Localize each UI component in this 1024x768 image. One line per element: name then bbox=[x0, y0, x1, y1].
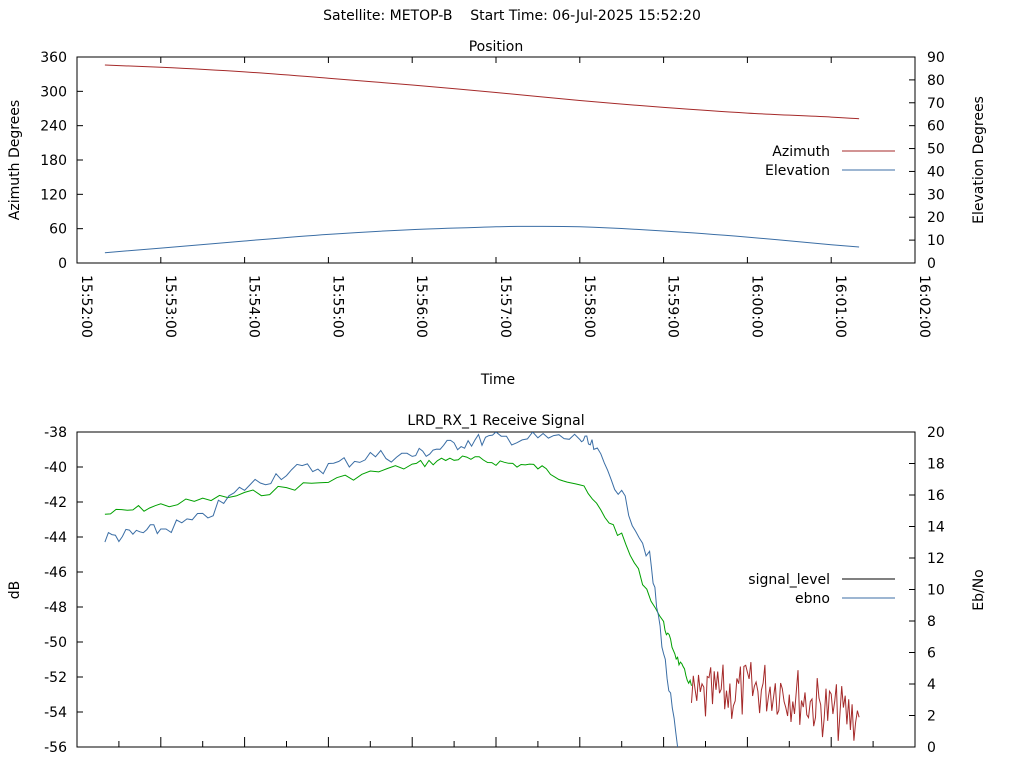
y-tick-label-right: 16 bbox=[927, 488, 945, 504]
y-tick-label-right: 30 bbox=[927, 187, 945, 203]
y-tick-label-left: 60 bbox=[49, 222, 67, 238]
y-tick-label-left: 0 bbox=[58, 256, 67, 272]
y-tick-label-left: 360 bbox=[40, 50, 67, 66]
x-tick-label: 15:52:00 bbox=[78, 275, 94, 338]
y-tick-label-right: 10 bbox=[927, 583, 945, 599]
y-tick-label-left: -52 bbox=[44, 670, 67, 686]
y-tick-label-right: 80 bbox=[927, 73, 945, 89]
x-tick-label: 15:55:00 bbox=[329, 275, 345, 338]
series-line-signal-level bbox=[104, 455, 692, 686]
x-tick-label: 16:01:00 bbox=[832, 275, 848, 338]
series-line-elevation bbox=[104, 225, 860, 254]
series-line-ebno bbox=[104, 432, 679, 747]
series-line-azimuth bbox=[104, 64, 860, 120]
x-tick-label: 15:57:00 bbox=[497, 275, 513, 338]
page-title: Satellite: METOP-B Start Time: 06-Jul-20… bbox=[323, 8, 701, 24]
y-tick-label-left: 180 bbox=[40, 153, 67, 169]
y-tick-label-left: -38 bbox=[44, 425, 67, 441]
y-tick-label-right: 20 bbox=[927, 425, 945, 441]
y-tick-label-right: 50 bbox=[927, 142, 945, 158]
y-tick-label-right: 2 bbox=[927, 709, 936, 725]
x-tick-label: 15:53:00 bbox=[162, 275, 178, 338]
y-tick-label-right: 4 bbox=[927, 677, 936, 693]
y-tick-label-left: -48 bbox=[44, 600, 67, 616]
y-axis-label-right: Elevation Degrees bbox=[971, 96, 987, 224]
series-line-signal-level-noise bbox=[691, 662, 860, 741]
y-tick-label-right: 90 bbox=[927, 50, 945, 66]
legend-label: signal_level bbox=[748, 572, 830, 588]
y-axis-label-left: dB bbox=[7, 581, 23, 600]
y-tick-label-right: 40 bbox=[927, 164, 945, 180]
x-tick-label: 15:54:00 bbox=[246, 275, 262, 338]
y-tick-label-right: 0 bbox=[927, 256, 936, 272]
y-tick-label-right: 8 bbox=[927, 614, 936, 630]
y-tick-label-left: -50 bbox=[44, 635, 67, 651]
y-tick-label-right: 6 bbox=[927, 646, 936, 662]
legend-label: Elevation bbox=[765, 163, 830, 179]
y-tick-label-right: 10 bbox=[927, 233, 945, 249]
y-tick-label-right: 14 bbox=[927, 520, 945, 536]
y-tick-label-left: -56 bbox=[44, 740, 67, 756]
x-tick-label: 15:58:00 bbox=[581, 275, 597, 338]
x-tick-label: 15:59:00 bbox=[665, 275, 681, 338]
y-axis-label-left: Azimuth Degrees bbox=[7, 100, 23, 220]
y-tick-label-right: 18 bbox=[927, 457, 945, 473]
y-tick-label-left: -54 bbox=[44, 705, 67, 721]
y-tick-label-left: -44 bbox=[44, 530, 67, 546]
plot-title: Position bbox=[469, 39, 524, 55]
y-tick-label-left: 120 bbox=[40, 187, 67, 203]
y-tick-label-left: 240 bbox=[40, 119, 67, 135]
y-tick-label-right: 70 bbox=[927, 96, 945, 112]
y-axis-label-right: Eb/No bbox=[971, 569, 987, 611]
y-tick-label-right: 12 bbox=[927, 551, 945, 567]
x-tick-label: 15:56:00 bbox=[413, 275, 429, 338]
y-tick-label-right: 60 bbox=[927, 119, 945, 135]
y-tick-label-left: -46 bbox=[44, 565, 67, 581]
plot-title: LRD_RX_1 Receive Signal bbox=[407, 413, 584, 429]
legend-label: ebno bbox=[795, 591, 830, 607]
plot-frame-1 bbox=[76, 56, 916, 264]
x-axis-label: Time bbox=[480, 372, 515, 388]
legend-label: Azimuth bbox=[772, 144, 830, 160]
x-tick-label: 16:02:00 bbox=[916, 275, 932, 338]
y-tick-label-left: 300 bbox=[40, 84, 67, 100]
y-tick-label-right: 20 bbox=[927, 210, 945, 226]
x-tick-label: 16:00:00 bbox=[748, 275, 764, 338]
y-tick-label-left: -40 bbox=[44, 460, 67, 476]
y-tick-label-left: -42 bbox=[44, 495, 67, 511]
y-tick-label-right: 0 bbox=[927, 740, 936, 756]
